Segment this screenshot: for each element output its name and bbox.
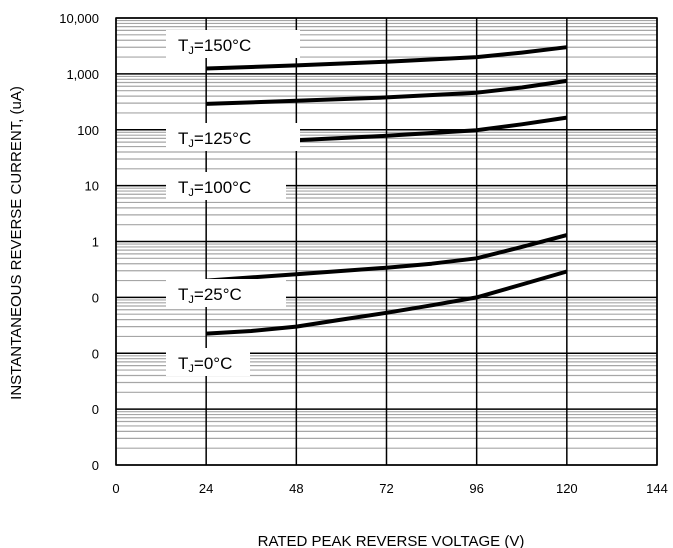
y-axis-title: INSTANTANEOUS REVERSE CURRENT, (uA) — [8, 86, 25, 400]
series-curve-0 — [206, 45, 568, 71]
series-labels: TJ=150°C TJ=125°C TJ=100°C TJ=25°C TJ=0°C — [166, 30, 300, 376]
series-label-box — [166, 123, 300, 151]
y-tick-label: 0 — [92, 346, 99, 361]
series-label-box — [166, 348, 250, 376]
series-label-2: TJ=125°C — [178, 129, 251, 150]
series-curve-5 — [206, 269, 568, 336]
x-tick-label: 48 — [289, 481, 303, 496]
series-label-4: TJ=25°C — [178, 285, 242, 306]
series-label-box — [166, 172, 286, 200]
y-tick-label: 0 — [92, 290, 99, 305]
series-label-0: TJ=150°C — [178, 36, 251, 57]
x-tick-label: 96 — [469, 481, 483, 496]
y-tick-label: 1 — [92, 235, 99, 250]
plot-border — [115, 17, 658, 466]
series-label-box — [166, 279, 286, 307]
x-tick-label: 72 — [379, 481, 393, 496]
series-curve-4 — [206, 233, 568, 283]
series-label-5: TJ=0°C — [178, 354, 232, 375]
y-tick-label: 100 — [77, 123, 99, 138]
grid — [115, 17, 658, 466]
y-tick-label: 10 — [85, 179, 99, 194]
series-label-box — [166, 30, 300, 58]
plot-frame — [115, 17, 658, 466]
series-curve-1 — [206, 78, 568, 106]
series-label-3: TJ=100°C — [178, 178, 251, 199]
y-tick-label: 0 — [92, 402, 99, 417]
y-tick-label: 10,000 — [59, 11, 99, 26]
x-axis-title: RATED PEAK REVERSE VOLTAGE (V) — [258, 533, 525, 548]
x-tick-label: 144 — [646, 481, 668, 496]
y-tick-label: 0 — [92, 458, 99, 473]
y-tick-label: 1,000 — [66, 67, 99, 82]
x-tick-label: 0 — [112, 481, 119, 496]
x-tick-label: 120 — [556, 481, 578, 496]
x-tick-label: 24 — [199, 481, 213, 496]
